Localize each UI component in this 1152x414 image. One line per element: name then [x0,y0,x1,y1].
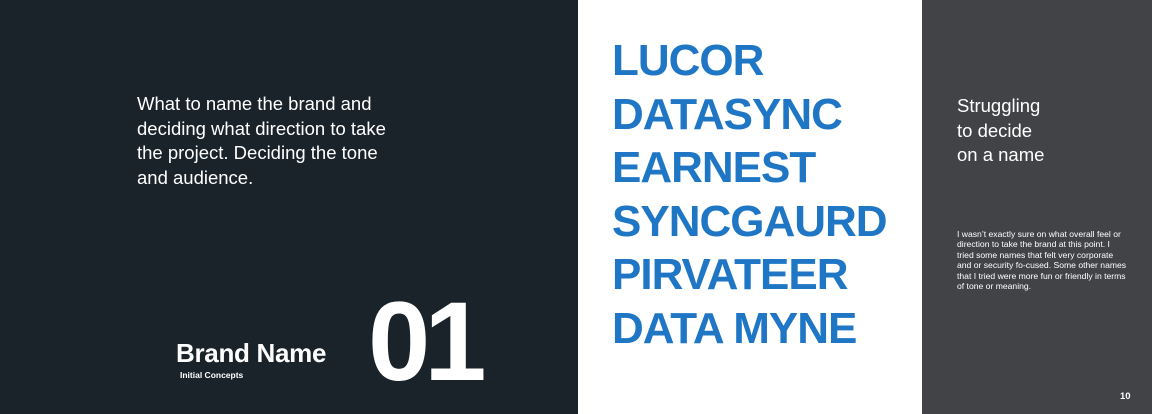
section-title: Brand Name [176,338,327,368]
side-heading-line: on a name [957,144,1045,165]
intro-text: What to name the brand and deciding what… [137,93,386,188]
brand-name-option: SYNCGAURD [612,196,888,246]
brand-name-option: EARNEST [612,143,816,193]
page-number: 10 [1120,391,1131,402]
middle-panel [578,0,922,414]
side-heading-line: to decide [957,119,1033,141]
brand-name-option: DATA MYNE [612,303,857,353]
side-heading-line: Struggling [957,95,1041,116]
brand-name-option: DATASYNC [612,89,843,139]
right-panel [922,0,1152,414]
section-number: 01 [368,279,487,404]
brand-name-option: PIRVATEER [612,250,848,300]
left-panel [0,0,578,414]
side-heading: Struggling to decide on a name [957,94,1107,168]
brand-name-list: LUCOR DATASYNC EARNEST SYNCGAURD PIRVATE… [612,34,888,356]
section-subtitle: Initial Concepts [180,370,244,380]
brand-name-option: LUCOR [612,36,764,85]
side-body-text: I wasn’t exactly sure on what overall fe… [957,229,1127,292]
